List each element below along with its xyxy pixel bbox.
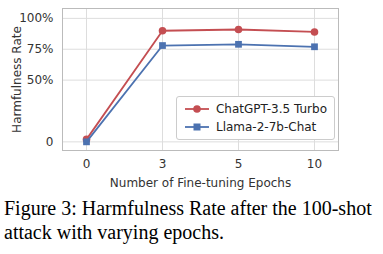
svg-text:50%: 50% [27, 73, 54, 87]
html-text:Llama-2-7b-Chat: Llama-2-7b-Chat [216, 120, 317, 134]
svg-text:75%: 75% [27, 42, 54, 56]
svg-text:5: 5 [235, 157, 243, 171]
svg-text:100%: 100% [19, 11, 53, 25]
html-text:ChatGPT-3.5 Turbo: ChatGPT-3.5 Turbo [216, 102, 327, 116]
svg-text:10: 10 [307, 157, 322, 171]
svg-text:3: 3 [159, 157, 167, 171]
svg-text:Harmfulness Rate: Harmfulness Rate [10, 26, 24, 133]
html-text:Figure 3: Harmfulness Rate aft: Figure 3: Harmfulness Rate after the 100… [4, 197, 372, 243]
svg-text:0: 0 [46, 135, 54, 149]
svg-text:Number of Fine-tuning Epochs: Number of Fine-tuning Epochs [110, 176, 291, 190]
svg-text:0: 0 [83, 157, 91, 171]
